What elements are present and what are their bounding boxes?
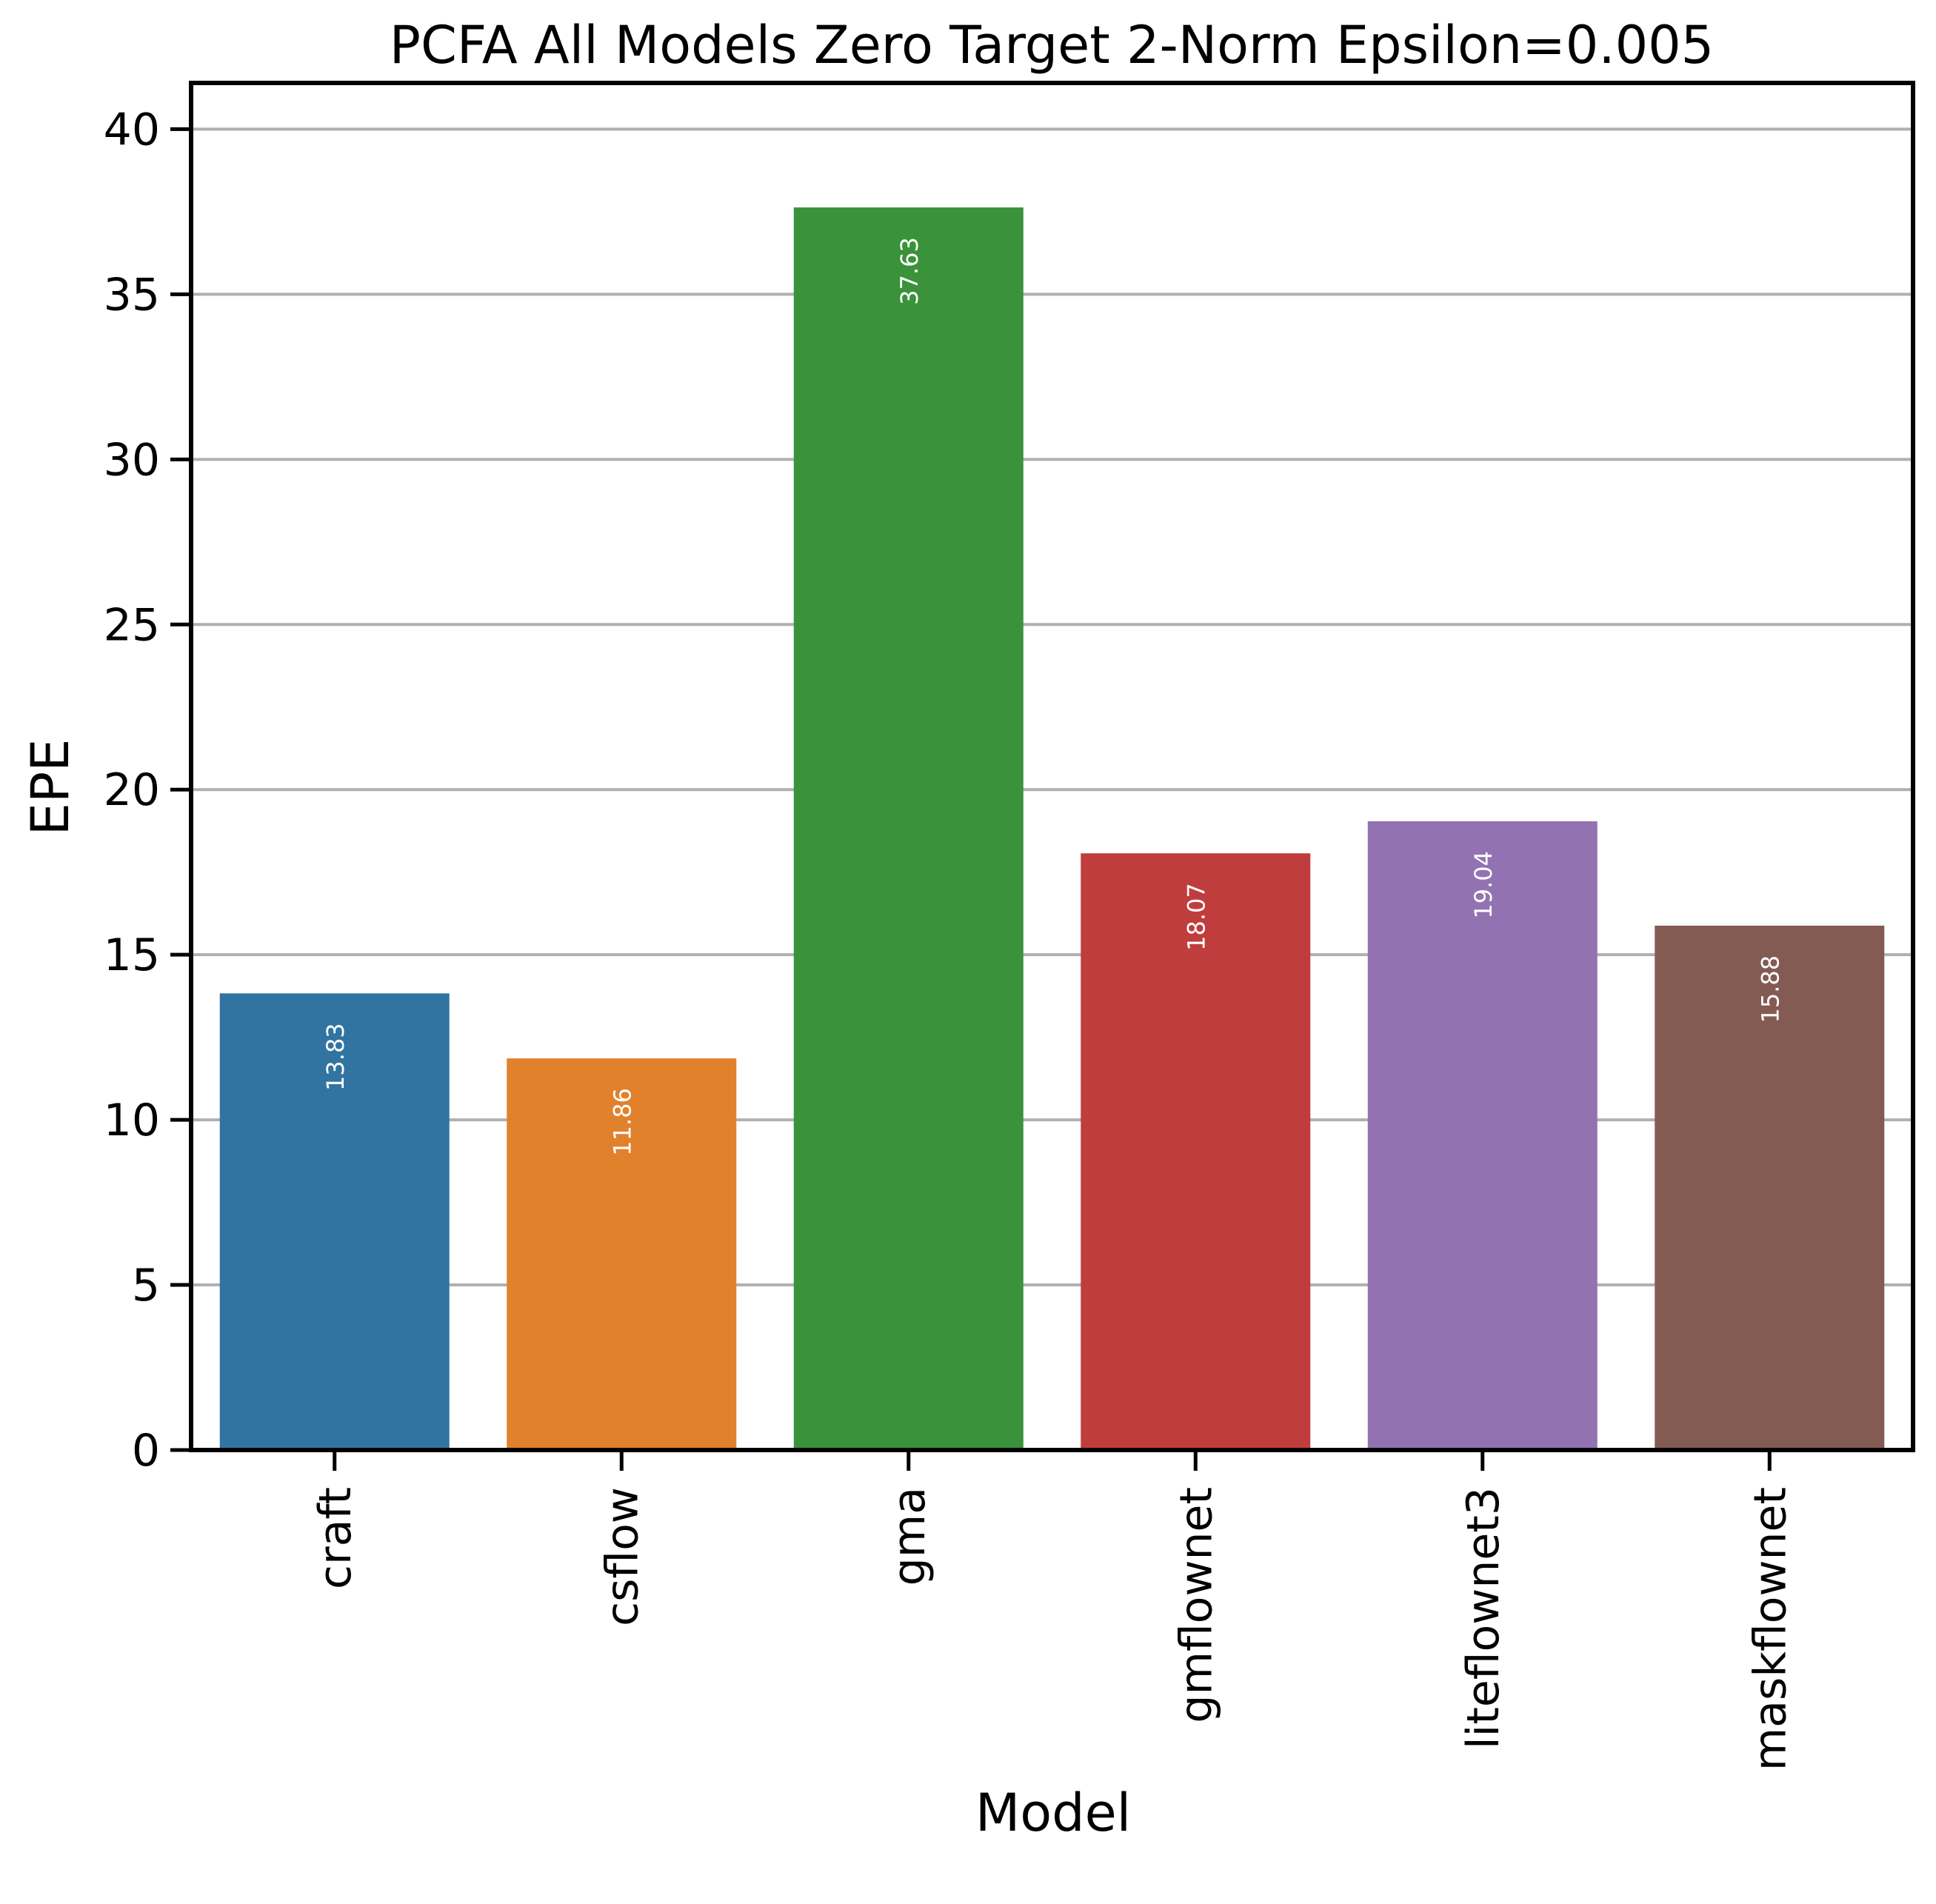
bar-value-label: 11.86 xyxy=(608,1088,636,1156)
bar-value-label: 15.88 xyxy=(1756,955,1784,1023)
x-tick-label: csflow xyxy=(596,1487,648,1626)
bar-value-labels: 13.83 11.86 37.63 18.07 19.04 15.88 xyxy=(321,237,1785,1156)
bar xyxy=(793,207,1024,1450)
chart-title: PCFA All Models Zero Target 2-Norm Epsil… xyxy=(390,15,1714,76)
plot-frame xyxy=(189,81,1915,1452)
bar xyxy=(219,993,450,1450)
y-axis-label: EPE xyxy=(20,739,81,836)
y-tick-label: 30 xyxy=(104,434,160,486)
x-tick-label: craft xyxy=(310,1487,361,1589)
bar-value-label: 19.04 xyxy=(1469,851,1498,919)
y-axis-ticks: 0 5 10 15 20 25 30 35 40 xyxy=(104,104,191,1477)
bar-value-label: 13.83 xyxy=(321,1023,350,1091)
bar xyxy=(1081,853,1311,1450)
x-tick-label: liteflownet3 xyxy=(1458,1487,1509,1749)
bars xyxy=(219,207,1885,1450)
y-tick-label: 0 xyxy=(132,1425,160,1477)
x-tick-label: maskflownet xyxy=(1744,1487,1796,1771)
y-tick-label: 10 xyxy=(104,1095,160,1146)
x-axis-ticks: craft csflow gma gmflownet liteflownet3 maskf… xyxy=(310,1450,1796,1771)
bar-value-label: 37.63 xyxy=(895,237,924,305)
y-tick-label: 5 xyxy=(132,1260,160,1312)
bar xyxy=(1367,821,1598,1450)
bar-value-label: 18.07 xyxy=(1182,883,1210,951)
x-tick-label: gmflownet xyxy=(1170,1487,1222,1723)
x-tick-label: gma xyxy=(884,1487,935,1586)
y-tick-label: 25 xyxy=(104,599,160,651)
x-axis-label: Model xyxy=(975,1783,1131,1843)
bar xyxy=(507,1058,737,1450)
bar xyxy=(1655,925,1885,1450)
y-tick-label: 40 xyxy=(104,104,160,156)
y-tick-label: 20 xyxy=(104,764,160,816)
y-tick-label: 15 xyxy=(104,929,160,981)
y-tick-label: 35 xyxy=(104,269,160,321)
